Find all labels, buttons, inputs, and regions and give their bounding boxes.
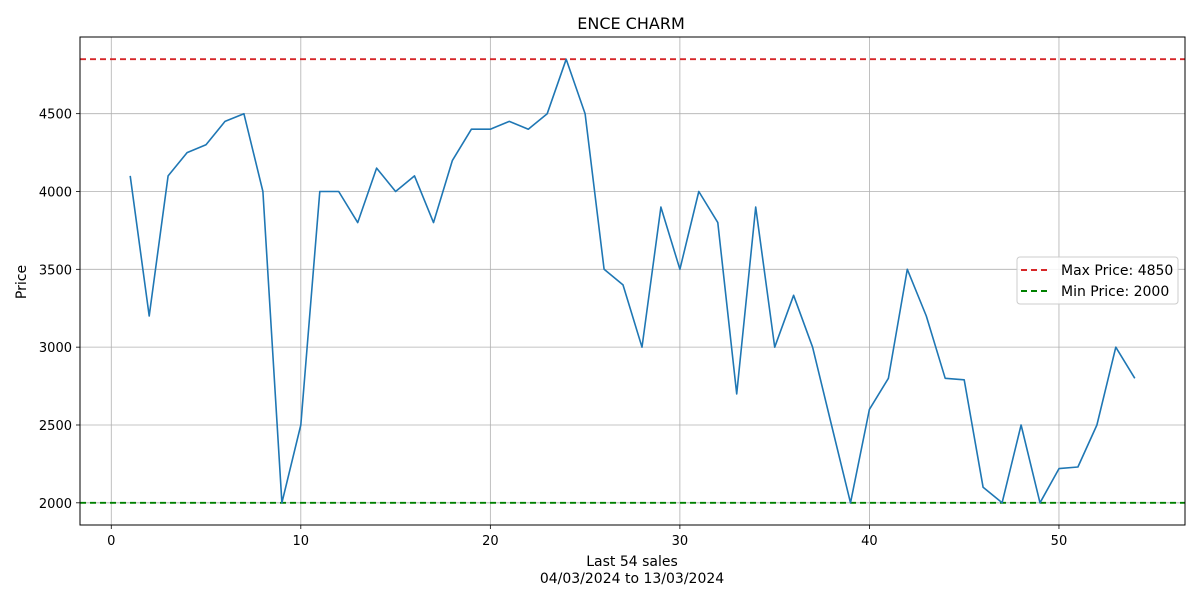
reference-lines (80, 58, 1185, 504)
y-axis-label: Price (14, 265, 30, 299)
x-tick-label: 30 (672, 534, 689, 549)
x-axis-sublabel: 04/03/2024 to 13/03/2024 (540, 571, 724, 587)
y-tick-label: 3500 (39, 263, 72, 278)
x-tick-label: 10 (293, 534, 310, 549)
x-tick-label: 40 (861, 534, 878, 549)
chart-title: ENCE CHARM (577, 14, 685, 33)
legend: Max Price: 4850 Min Price: 2000 (1016, 256, 1179, 305)
legend-min-label: Min Price: 2000 (1061, 284, 1169, 300)
x-axis-ticks: 0 10 20 30 40 50 (107, 525, 1067, 549)
x-tick-label: 0 (107, 534, 115, 549)
price-series-line (129, 58, 1136, 504)
x-axis-label: Last 54 sales (586, 554, 678, 570)
plot-frame (79, 36, 1186, 526)
y-tick-label: 4500 (39, 108, 72, 123)
y-tick-label: 3000 (39, 341, 72, 356)
series-layer (129, 58, 1136, 504)
y-axis-ticks: 2000 2500 3000 3500 4000 4500 (39, 108, 80, 512)
y-tick-label: 2000 (39, 497, 72, 512)
y-tick-label: 2500 (39, 419, 72, 434)
y-tick-label: 4000 (39, 185, 72, 200)
legend-box (1016, 256, 1179, 305)
x-tick-label: 20 (482, 534, 499, 549)
x-tick-label: 50 (1051, 534, 1068, 549)
legend-max-label: Max Price: 4850 (1061, 263, 1173, 279)
